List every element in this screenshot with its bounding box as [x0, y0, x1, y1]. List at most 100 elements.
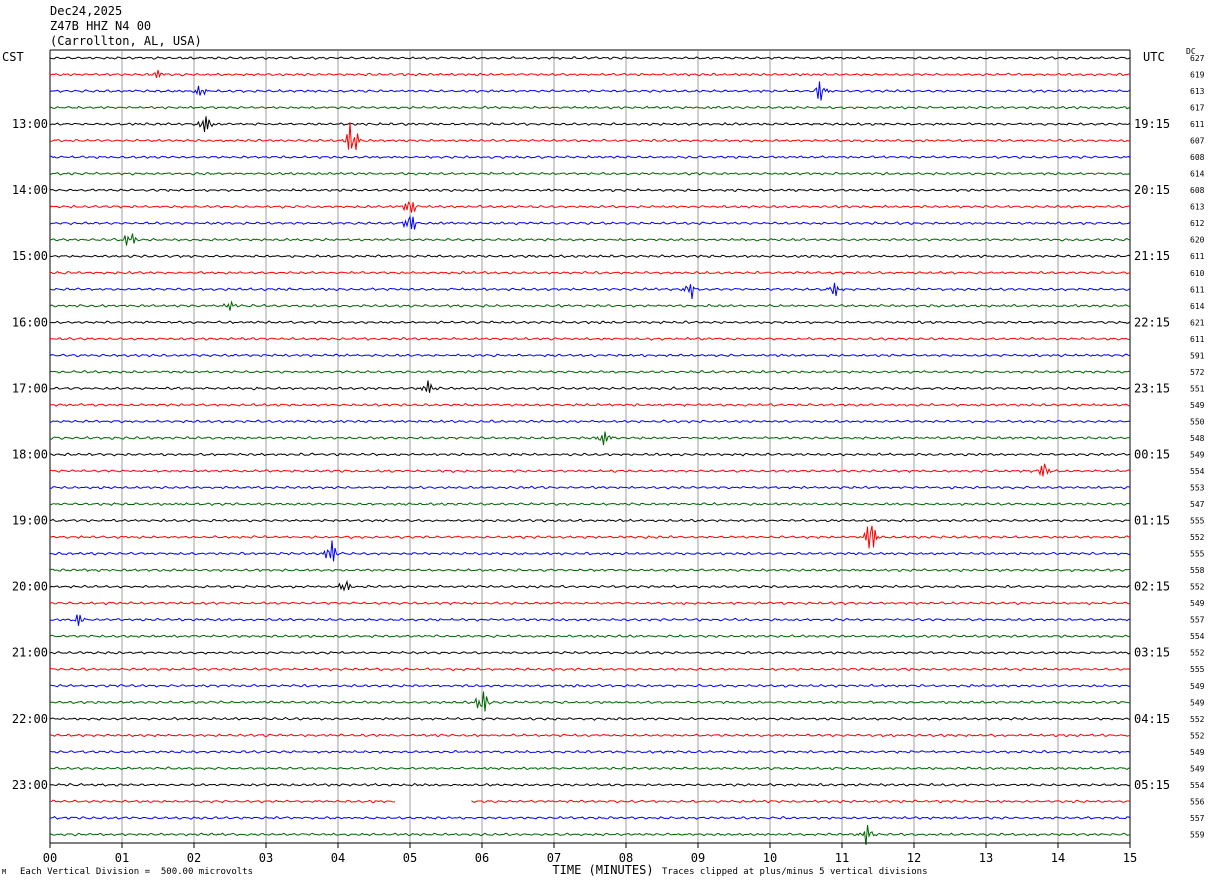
dc-value-label: 612: [1190, 219, 1205, 228]
x-tick-label: 14: [1051, 851, 1065, 865]
dc-value-label: 572: [1190, 368, 1205, 377]
dc-value-label: 555: [1190, 550, 1205, 559]
dc-value-label: 549: [1190, 698, 1205, 707]
seismic-trace: [49, 282, 1131, 299]
seismic-trace: [49, 188, 1131, 193]
left-hour-label: 18:00: [12, 447, 48, 461]
left-timezone-label: CST: [2, 50, 24, 64]
seismic-trace: [49, 214, 1131, 230]
dc-value-label: 591: [1190, 351, 1205, 360]
seismic-trace: [49, 683, 1131, 688]
station-location: (Carrollton, AL, USA): [50, 34, 202, 48]
left-hour-label: 15:00: [12, 249, 48, 263]
left-hour-label: 16:00: [12, 315, 48, 329]
seismic-trace: [49, 369, 1131, 374]
seismic-trace: [49, 56, 1131, 60]
dc-value-label: 553: [1190, 484, 1205, 493]
seismic-trace: [49, 402, 1130, 407]
seismic-trace: [49, 799, 1131, 804]
dc-value-label: 549: [1190, 748, 1205, 757]
left-hour-label: 20:00: [12, 580, 48, 594]
seismic-trace: [49, 485, 1131, 490]
dc-value-label: 613: [1190, 87, 1205, 96]
dc-value-label: 607: [1190, 137, 1205, 146]
dc-value-label: 552: [1190, 731, 1205, 740]
dc-value-label: 552: [1190, 715, 1205, 724]
dc-value-label: 547: [1190, 500, 1205, 509]
seismic-trace: [49, 254, 1131, 259]
x-tick-label: 07: [547, 851, 561, 865]
dc-value-label: 617: [1190, 104, 1205, 113]
right-hour-label: 23:15: [1134, 381, 1170, 395]
seismic-trace: [49, 233, 1131, 246]
seismic-trace: [49, 650, 1131, 655]
seismic-trace: [49, 691, 1131, 712]
seismic-trace: [49, 782, 1131, 787]
dc-value-label: 620: [1190, 236, 1205, 245]
dc-value-label: 621: [1190, 318, 1205, 327]
x-tick-label: 02: [187, 851, 201, 865]
dc-value-label: 557: [1190, 616, 1205, 625]
seismic-trace: [49, 518, 1131, 523]
x-tick-label: 01: [115, 851, 129, 865]
seismic-trace: [49, 452, 1131, 457]
dc-value-label: 556: [1190, 797, 1205, 806]
dc-value-label: 552: [1190, 583, 1205, 592]
right-hour-label: 19:15: [1134, 117, 1170, 131]
seismic-trace: [49, 336, 1131, 341]
seismic-trace: [49, 634, 1131, 639]
right-hour-label: 22:15: [1134, 315, 1170, 329]
dc-value-label: 548: [1190, 434, 1205, 443]
left-hour-label: 23:00: [12, 778, 48, 792]
dc-value-label: 549: [1190, 764, 1205, 773]
left-hour-label: 13:00: [12, 117, 48, 131]
station-code: Z47B HHZ N4 00: [50, 19, 152, 33]
dc-value-label: 559: [1190, 830, 1205, 839]
x-tick-label: 13: [979, 851, 993, 865]
dc-value-label: 549: [1190, 599, 1205, 608]
seismic-trace: [49, 431, 1131, 446]
dc-value-label: 614: [1190, 170, 1205, 179]
left-hour-label: 21:00: [12, 646, 48, 660]
dc-value-label: 554: [1190, 781, 1205, 790]
dc-value-label: 558: [1190, 566, 1205, 575]
seismic-trace: [49, 502, 1131, 507]
dc-value-label: 549: [1190, 682, 1205, 691]
dc-value-label: 611: [1190, 120, 1205, 129]
seismic-trace: [49, 69, 1131, 79]
right-hour-label: 01:15: [1134, 514, 1170, 528]
seismic-trace: [49, 667, 1131, 672]
x-tick-label: 08: [619, 851, 633, 865]
x-tick-label: 04: [331, 851, 345, 865]
dc-value-label: 613: [1190, 203, 1205, 212]
seismic-trace: [49, 122, 1131, 151]
right-hour-label: 00:15: [1134, 447, 1170, 461]
seismic-trace: [49, 824, 1131, 846]
dc-value-label: 608: [1190, 186, 1205, 195]
dc-value-label: 608: [1190, 153, 1205, 162]
dc-value-label: 627: [1190, 54, 1205, 63]
x-tick-label: 05: [403, 851, 417, 865]
right-timezone-label: UTC: [1143, 50, 1165, 64]
right-hour-label: 20:15: [1134, 183, 1170, 197]
seismic-trace: [49, 300, 1131, 311]
x-tick-label: 12: [907, 851, 921, 865]
dc-value-label: 619: [1190, 71, 1205, 80]
clip-note: Traces clipped at plus/minus 5 vertical …: [662, 867, 928, 877]
dc-value-label: 611: [1190, 335, 1205, 344]
seismic-trace: [49, 749, 1131, 754]
dc-value-label: 610: [1190, 269, 1205, 278]
seismic-trace: [49, 815, 1131, 820]
dc-value-label: 552: [1190, 649, 1205, 658]
seismic-trace: [49, 733, 1131, 738]
left-hour-label: 14:00: [12, 183, 48, 197]
seismic-trace: [49, 270, 1131, 275]
dc-value-label: 555: [1190, 517, 1205, 526]
seismic-trace: [49, 155, 1131, 159]
dc-value-label: 549: [1190, 401, 1205, 410]
left-hour-label: 22:00: [12, 712, 48, 726]
dc-value-label: 557: [1190, 814, 1205, 823]
x-tick-label: 15: [1123, 851, 1137, 865]
right-hour-label: 02:15: [1134, 580, 1170, 594]
